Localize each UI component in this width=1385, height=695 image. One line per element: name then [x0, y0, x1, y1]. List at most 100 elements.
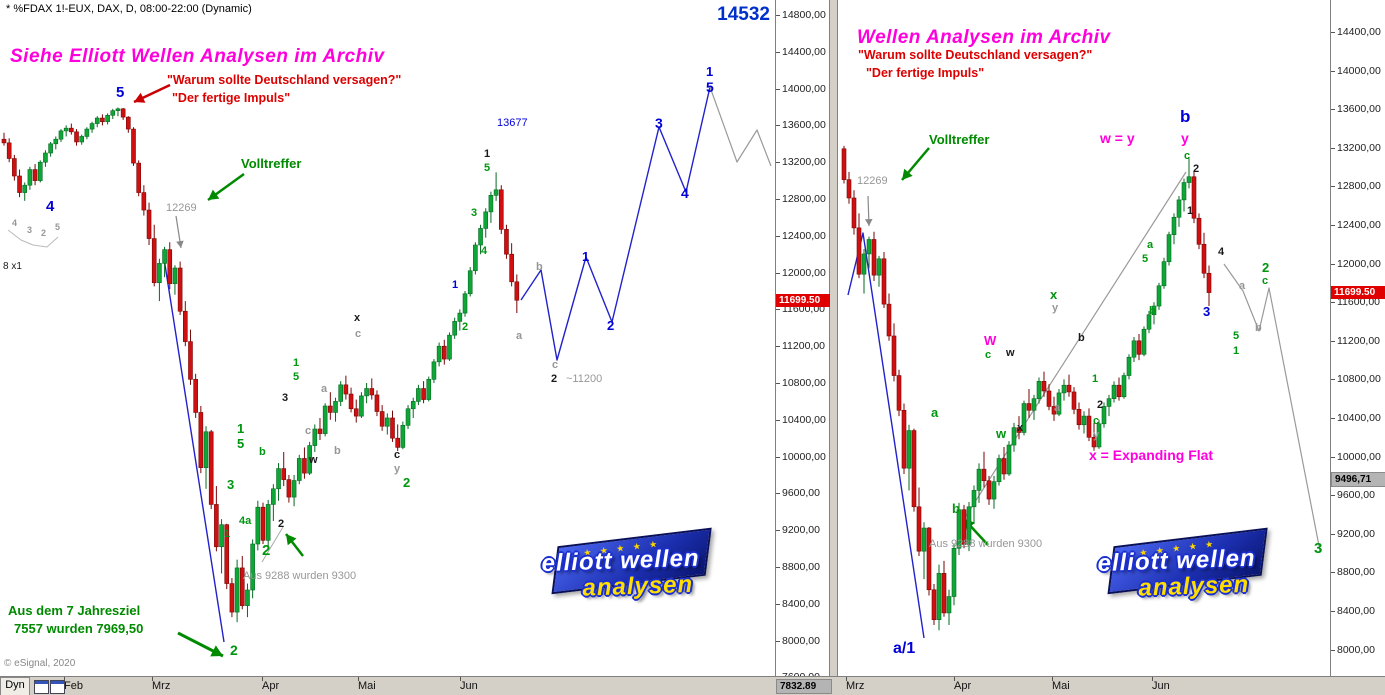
wave-label: 3 — [1203, 304, 1211, 319]
candle-body — [17, 175, 22, 193]
wave-label: 2 — [230, 642, 238, 658]
wave-label: c — [1093, 415, 1100, 427]
candle-body — [379, 411, 385, 427]
candle-body — [353, 408, 359, 417]
price-axis-label: 13600,00 — [782, 119, 826, 132]
candle-body — [941, 573, 947, 614]
annotation-line — [847, 232, 925, 639]
axis-tick — [776, 125, 780, 127]
aus9288-note-left: Aus 9288 wurden 9300 — [243, 570, 357, 582]
target-price-label: 14532 — [717, 4, 770, 25]
candle-body — [961, 509, 967, 545]
candle-body — [1176, 199, 1182, 218]
wave-label: 2 — [262, 542, 271, 559]
wave-label: 5 — [484, 162, 491, 174]
candle-body — [1016, 427, 1022, 433]
candle-body — [1006, 444, 1012, 475]
candle-body — [981, 468, 987, 482]
candle-body — [296, 458, 302, 481]
candle-body — [193, 379, 198, 413]
price-axis-label: 11600,00 — [1337, 296, 1381, 309]
axis-tick — [1331, 649, 1335, 651]
time-axis-bar[interactable]: Feb Mrz Apr Mai Jun Mrz Apr Mai Jun — [0, 676, 1385, 695]
wave-label: b — [1078, 332, 1085, 344]
axis-tick — [1331, 70, 1335, 72]
wave-label: 3 — [1314, 540, 1323, 557]
price-axis-label: 12000,00 — [1337, 257, 1381, 270]
dyn-tab[interactable]: Dyn — [0, 677, 30, 695]
wave-label: a — [321, 383, 328, 395]
price-axis-label: 10400,00 — [782, 413, 826, 426]
price-axis-label: 8800,00 — [782, 561, 820, 573]
candle-body — [421, 388, 426, 400]
wave-label: w — [309, 454, 318, 466]
candle-body — [1, 138, 7, 144]
annotation-line — [1223, 263, 1321, 552]
candle-body — [436, 345, 442, 363]
w-equals-y-label: w = y — [1100, 130, 1135, 146]
price-axis-label: 12800,00 — [1337, 180, 1381, 193]
price-axis-right[interactable]: 14400,00 14000,00 13600,00 13200,00 12800,00… — [1330, 0, 1385, 676]
axis-tick — [1331, 302, 1335, 304]
candle-body — [911, 430, 917, 508]
candle-body — [478, 228, 483, 246]
candle-body — [43, 152, 48, 163]
price-axis-left[interactable]: 14800,00 14400,00 14000,00 13600,00 13200,00… — [775, 0, 830, 683]
axis-tick — [776, 272, 780, 274]
page-icon-2[interactable] — [50, 680, 65, 694]
candle-body — [37, 161, 43, 181]
candle-body — [1026, 403, 1032, 411]
low-price-tag-left: 7832.89 — [776, 679, 832, 694]
note-deutschland-right: "Warum sollte Deutschland versagen?" — [858, 48, 1093, 62]
candle-body — [359, 395, 364, 417]
candle-body — [1161, 261, 1167, 287]
candle-body — [229, 583, 235, 613]
wave-label: y — [1181, 130, 1189, 146]
candle-body — [302, 458, 307, 474]
page-icon-1[interactable] — [34, 680, 49, 694]
volltreffer-label-left: Volltreffer — [241, 156, 302, 171]
time-axis-label: Apr — [954, 680, 972, 692]
volltreffer-label-right: Volltreffer — [929, 132, 990, 147]
candle-body — [473, 244, 478, 272]
candle-body — [851, 197, 857, 229]
candle-body — [906, 430, 912, 469]
time-axis-tick — [262, 677, 263, 681]
axis-tick — [1331, 109, 1335, 111]
candle-body — [364, 388, 369, 397]
candle-body — [441, 345, 447, 360]
annotation-line — [162, 251, 225, 643]
candle-body — [416, 388, 421, 402]
candle-body — [12, 158, 17, 177]
wave-label: 1 — [706, 64, 714, 79]
candle-body — [219, 524, 224, 548]
wave-label: b — [259, 446, 266, 458]
axis-tick — [1331, 495, 1335, 497]
candle-body — [976, 468, 982, 491]
axis-tick — [776, 15, 780, 16]
candle-body — [966, 506, 972, 545]
candle-body — [1021, 403, 1027, 433]
annotation-line — [261, 526, 284, 563]
axis-tick — [776, 640, 780, 642]
candle-body — [369, 388, 375, 396]
wave-label: a — [1239, 280, 1246, 292]
candle-body — [203, 431, 209, 468]
axis-tick — [776, 346, 780, 348]
wave-label: y — [394, 463, 401, 475]
price-axis-label: 12400,00 — [782, 229, 826, 242]
axis-tick — [1331, 147, 1335, 149]
candle-body — [281, 468, 287, 480]
candle-body — [157, 263, 162, 284]
candle-body — [385, 417, 390, 427]
time-axis-label: Mai — [1052, 680, 1070, 692]
panel-divider[interactable] — [829, 0, 838, 695]
candle-body — [162, 249, 167, 264]
candle-body — [1041, 381, 1047, 392]
candle-body — [452, 321, 457, 336]
time-axis-label: Feb — [64, 680, 83, 692]
candle-body — [467, 270, 473, 295]
price-axis-label: 9200,00 — [1337, 527, 1375, 540]
time-axis-tick — [954, 677, 955, 681]
